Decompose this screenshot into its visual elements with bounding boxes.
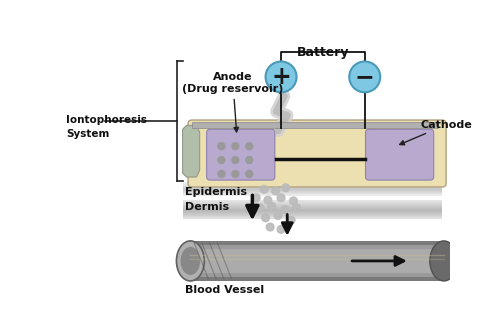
Bar xyxy=(182,189,442,190)
Bar xyxy=(182,182,442,183)
Bar xyxy=(190,241,444,281)
Text: −: − xyxy=(355,65,374,89)
Bar xyxy=(182,205,442,206)
Bar xyxy=(182,210,442,211)
Bar xyxy=(182,206,442,207)
Bar xyxy=(182,195,442,196)
Bar xyxy=(182,200,442,201)
Circle shape xyxy=(246,143,253,150)
Ellipse shape xyxy=(430,241,458,281)
Text: Cathode: Cathode xyxy=(400,120,472,145)
Circle shape xyxy=(246,156,253,164)
Bar xyxy=(182,217,442,218)
Text: Dermis: Dermis xyxy=(185,202,229,212)
Circle shape xyxy=(218,171,225,177)
Circle shape xyxy=(281,205,289,213)
Bar xyxy=(182,203,442,204)
Bar xyxy=(182,194,442,195)
Ellipse shape xyxy=(180,247,200,275)
Text: +: + xyxy=(271,65,291,89)
Bar xyxy=(190,249,444,273)
FancyBboxPatch shape xyxy=(206,129,275,180)
Circle shape xyxy=(218,143,225,150)
Text: Epidermis: Epidermis xyxy=(185,187,247,197)
Bar xyxy=(182,184,442,185)
Bar xyxy=(182,193,442,194)
Circle shape xyxy=(232,156,239,164)
Circle shape xyxy=(256,204,264,212)
Text: Battery: Battery xyxy=(296,46,349,59)
Bar xyxy=(182,214,442,215)
Bar xyxy=(182,207,442,208)
Bar xyxy=(182,185,442,186)
Ellipse shape xyxy=(176,241,204,281)
Circle shape xyxy=(266,223,274,231)
Circle shape xyxy=(262,214,270,222)
Bar xyxy=(190,245,444,277)
Circle shape xyxy=(282,184,290,192)
Circle shape xyxy=(232,143,239,150)
Circle shape xyxy=(252,194,260,202)
Bar xyxy=(182,218,442,219)
Circle shape xyxy=(246,171,253,177)
Bar xyxy=(182,208,442,209)
Circle shape xyxy=(274,212,282,219)
Bar xyxy=(182,212,442,213)
Text: Blood Vessel: Blood Vessel xyxy=(185,285,264,295)
Circle shape xyxy=(264,196,272,204)
Circle shape xyxy=(349,61,380,92)
Text: Iontophoresis
System: Iontophoresis System xyxy=(66,115,148,139)
Bar xyxy=(182,209,442,210)
Bar xyxy=(182,204,442,205)
Bar xyxy=(182,211,442,212)
FancyBboxPatch shape xyxy=(366,129,434,180)
Circle shape xyxy=(277,194,285,202)
Bar xyxy=(182,202,442,203)
Bar xyxy=(182,190,442,191)
Circle shape xyxy=(277,226,285,233)
Bar xyxy=(182,213,442,214)
Circle shape xyxy=(218,156,225,164)
Circle shape xyxy=(232,171,239,177)
Circle shape xyxy=(266,61,296,92)
Bar xyxy=(192,122,438,129)
Bar xyxy=(182,191,442,192)
Circle shape xyxy=(268,203,276,210)
Bar xyxy=(182,187,442,188)
FancyBboxPatch shape xyxy=(188,120,446,187)
Polygon shape xyxy=(182,125,200,177)
Circle shape xyxy=(260,186,268,193)
Text: Anode
(Drug reservoir): Anode (Drug reservoir) xyxy=(182,72,284,132)
Bar xyxy=(182,215,442,216)
Bar xyxy=(182,192,442,193)
Circle shape xyxy=(287,216,295,224)
Circle shape xyxy=(290,197,298,205)
Bar xyxy=(182,216,442,217)
Bar xyxy=(182,183,442,184)
Bar xyxy=(182,201,442,202)
Bar xyxy=(182,186,442,187)
Circle shape xyxy=(292,204,300,212)
Bar xyxy=(182,188,442,189)
Circle shape xyxy=(272,187,280,195)
